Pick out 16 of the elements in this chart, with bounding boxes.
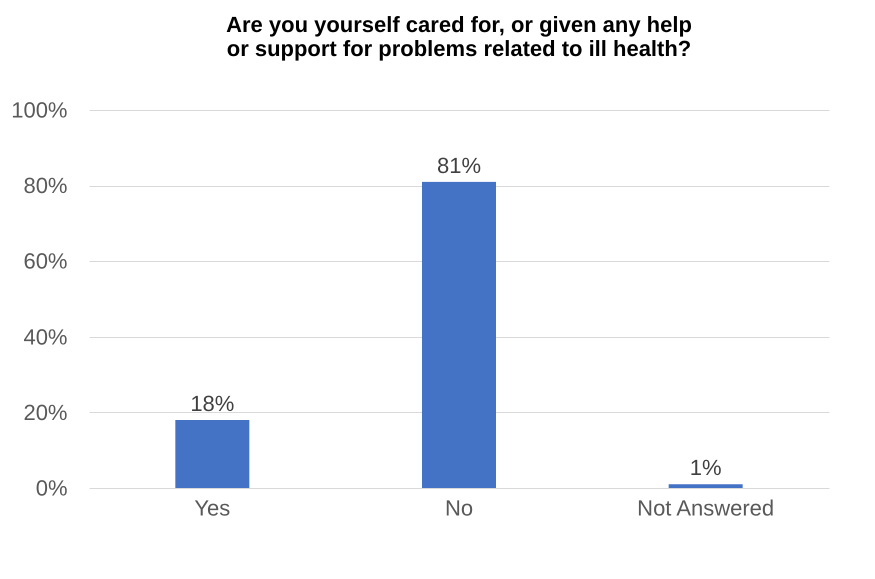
bar (422, 182, 496, 488)
x-tick-label: No (444, 496, 474, 520)
data-label: 18% (190, 390, 234, 416)
y-tick-label: 60% (23, 248, 68, 274)
chart-title: Are you yourself cared for, or given any help or support for problems related to ill health? (226, 12, 692, 61)
data-label: 81% (436, 152, 482, 178)
y-tick-label: 100% (11, 98, 68, 122)
data-label: 1% (690, 455, 722, 480)
y-tick-label: 40% (23, 324, 68, 350)
y-tick-label: 0% (36, 476, 68, 500)
x-tick-label: Yes (194, 496, 230, 520)
y-tick-label: 80% (23, 173, 68, 198)
x-tick-label: Not Answered (637, 496, 774, 520)
bar (668, 484, 743, 488)
y-tick-label: 20% (23, 400, 68, 425)
bar (175, 420, 250, 488)
